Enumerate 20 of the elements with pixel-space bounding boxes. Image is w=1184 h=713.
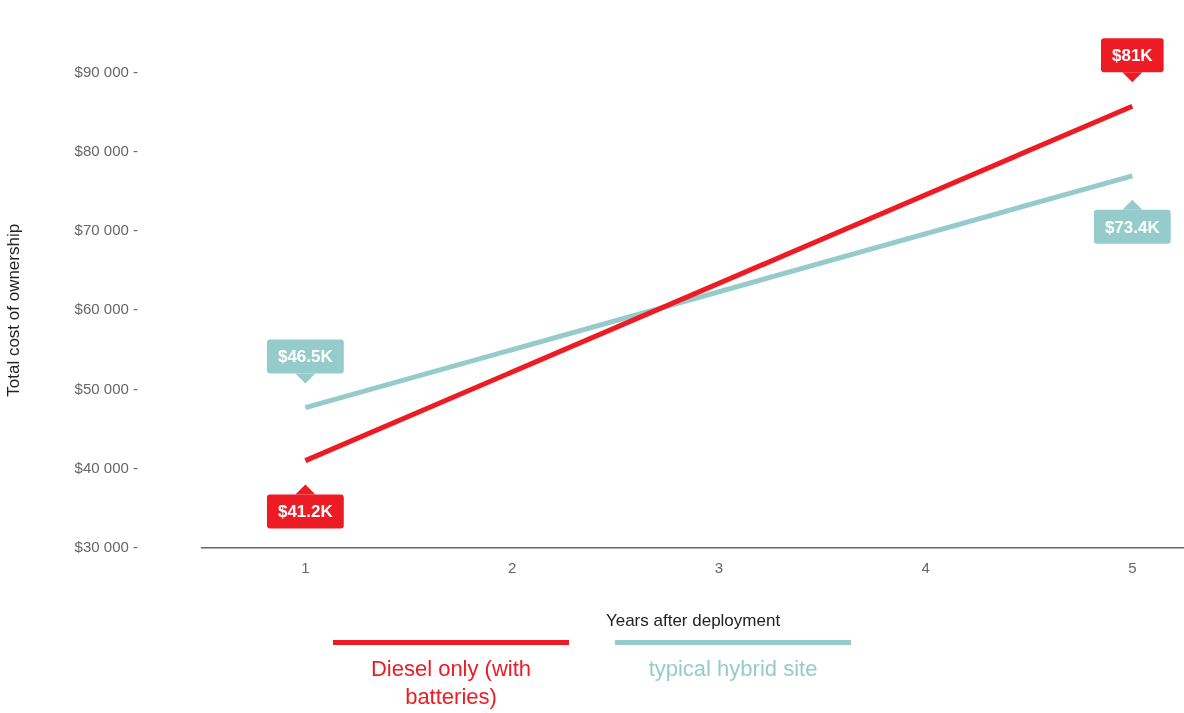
annotation: $73.4K (1104, 217, 1161, 237)
y-axis-title: Total cost of ownership (3, 223, 23, 397)
y-tick-label: $50 000 - (74, 379, 138, 397)
x-tick-label: 3 (714, 558, 724, 576)
x-tick-label: 5 (1128, 558, 1137, 576)
x-tick-label: 2 (507, 558, 517, 576)
y-tick-label: $60 000 - (74, 300, 138, 318)
x-tick-label: 4 (921, 558, 930, 576)
x-tick-label: 1 (301, 558, 310, 576)
text: typical hybrid site (647, 655, 819, 683)
text: $81K (1112, 45, 1154, 65)
y-tick-label: $30 000 - (74, 537, 138, 555)
text: Diesel only (with batteries) (369, 655, 533, 711)
y-tick-label: $70 000 - (74, 221, 138, 239)
x-axis-title: Years after deployment (605, 611, 781, 631)
y-tick-label: $40 000 - (74, 458, 138, 476)
y-tick-label: $80 000 - (74, 142, 138, 160)
annotation: $46.5K (277, 347, 334, 367)
y-tick-label: $90 000 - (74, 63, 138, 81)
annotation: $41.2K (277, 502, 334, 522)
